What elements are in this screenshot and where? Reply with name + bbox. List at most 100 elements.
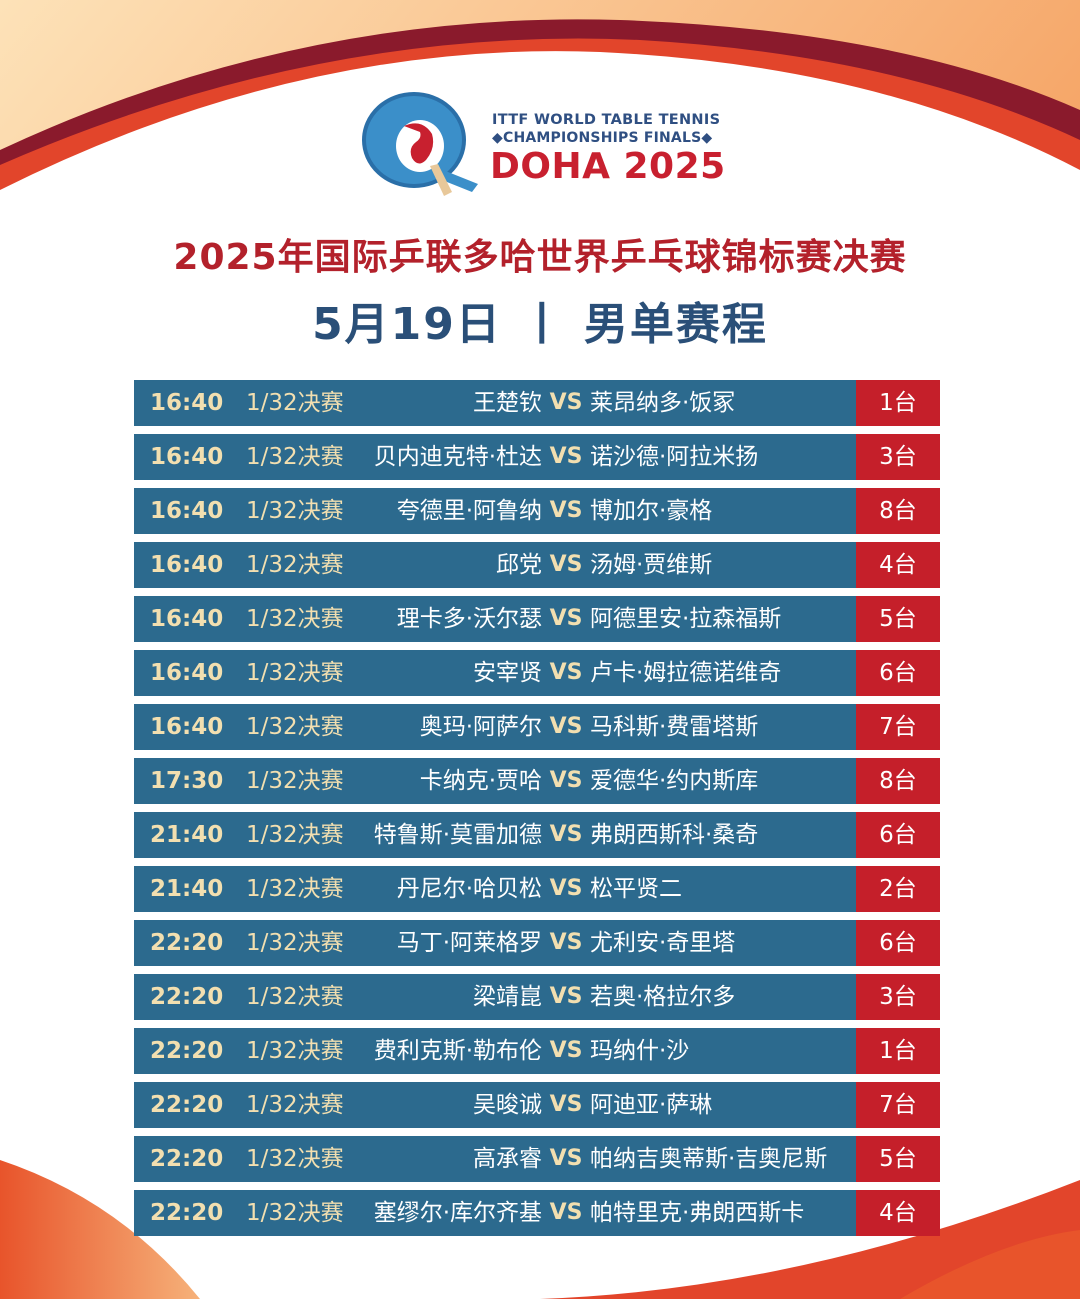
table-number: 1台 <box>856 380 940 426</box>
player-1: 特鲁斯·莫雷加德 <box>373 822 542 848</box>
vs-label: VS <box>549 1200 583 1225</box>
table-number: 8台 <box>856 758 940 804</box>
vs-label: VS <box>549 660 583 685</box>
player-2: 汤姆·贾维斯 <box>590 552 713 578</box>
match-time: 22:20 <box>150 1038 224 1064</box>
match-time: 16:40 <box>150 390 224 416</box>
vs-label: VS <box>549 1038 583 1063</box>
player-2: 弗朗西斯科·桑奇 <box>590 822 759 848</box>
table-number: 5台 <box>856 596 940 642</box>
vs-label: VS <box>549 390 583 415</box>
match-round: 1/32决赛 <box>246 1200 344 1226</box>
ittf-doha-logo: ITTF WORLD TABLE TENNIS ◆CHAMPIONSHIPS F… <box>360 88 730 208</box>
vs-label: VS <box>549 606 583 631</box>
match-round: 1/32决赛 <box>246 444 344 470</box>
vs-label: VS <box>549 984 583 1009</box>
page-title: 2025年国际乒联多哈世界乒乓球锦标赛决赛 <box>173 237 907 278</box>
table-number: 6台 <box>856 920 940 966</box>
match-time: 22:20 <box>150 1146 224 1172</box>
match-time: 17:30 <box>150 768 224 794</box>
match-time: 21:40 <box>150 876 224 902</box>
logo-line-2: ◆CHAMPIONSHIPS FINALS◆ <box>492 130 713 146</box>
player-2: 卢卡·姆拉德诺维奇 <box>590 660 782 686</box>
match-time: 22:20 <box>150 1092 224 1118</box>
schedule-table: 16:40 1/32决赛 王楚钦 VS 莱昂纳多·饭冢 1台 16:40 1/3… <box>134 380 940 1244</box>
ittf-q-logo-icon <box>362 92 478 196</box>
player-2: 博加尔·豪格 <box>590 498 713 524</box>
match-round: 1/32决赛 <box>246 768 344 794</box>
player-1: 夸德里·阿鲁纳 <box>396 498 542 524</box>
match-round: 1/32决赛 <box>246 1092 344 1118</box>
vs-label: VS <box>549 930 583 955</box>
table-number: 5台 <box>856 1136 940 1182</box>
player-2: 爱德华·约内斯库 <box>590 768 759 794</box>
match-round: 1/32决赛 <box>246 822 344 848</box>
vs-label: VS <box>549 552 583 577</box>
player-1: 梁靖崑 <box>473 984 542 1010</box>
player-2: 诺沙德·阿拉米扬 <box>590 444 759 470</box>
match-round: 1/32决赛 <box>246 1146 344 1172</box>
table-row: 16:40 1/32决赛 夸德里·阿鲁纳 VS 博加尔·豪格 8台 <box>134 488 940 534</box>
table-number: 7台 <box>856 704 940 750</box>
player-1: 吴晙诚 <box>473 1092 542 1118</box>
player-2: 马科斯·费雷塔斯 <box>590 714 759 740</box>
table-row: 16:40 1/32决赛 王楚钦 VS 莱昂纳多·饭冢 1台 <box>134 380 940 426</box>
table-row: 17:30 1/32决赛 卡纳克·贾哈 VS 爱德华·约内斯库 8台 <box>134 758 940 804</box>
table-row: 22:20 1/32决赛 马丁·阿莱格罗 VS 尤利安·奇里塔 6台 <box>134 920 940 966</box>
match-time: 22:20 <box>150 930 224 956</box>
match-time: 16:40 <box>150 498 224 524</box>
logo-line-1: ITTF WORLD TABLE TENNIS <box>492 112 721 128</box>
table-number: 4台 <box>856 1190 940 1236</box>
table-row: 21:40 1/32决赛 丹尼尔·哈贝松 VS 松平贤二 2台 <box>134 866 940 912</box>
table-number: 3台 <box>856 974 940 1020</box>
match-time: 16:40 <box>150 714 224 740</box>
vs-label: VS <box>549 876 583 901</box>
player-1: 高承睿 <box>473 1146 542 1172</box>
table-number: 1台 <box>856 1028 940 1074</box>
table-number: 6台 <box>856 812 940 858</box>
table-row: 22:20 1/32决赛 高承睿 VS 帕纳吉奥蒂斯·吉奥尼斯 5台 <box>134 1136 940 1182</box>
match-round: 1/32决赛 <box>246 498 344 524</box>
table-number: 2台 <box>856 866 940 912</box>
match-round: 1/32决赛 <box>246 606 344 632</box>
table-row: 22:20 1/32决赛 梁靖崑 VS 若奥·格拉尔多 3台 <box>134 974 940 1020</box>
table-row: 22:20 1/32决赛 塞缪尔·库尔齐基 VS 帕特里克·弗朗西斯卡 4台 <box>134 1190 940 1236</box>
table-number: 3台 <box>856 434 940 480</box>
table-number: 6台 <box>856 650 940 696</box>
table-number: 8台 <box>856 488 940 534</box>
player-2: 若奥·格拉尔多 <box>590 984 736 1010</box>
player-1: 贝内迪克特·杜达 <box>373 444 542 470</box>
player-1: 王楚钦 <box>473 390 542 416</box>
player-2: 帕特里克·弗朗西斯卡 <box>590 1200 805 1226</box>
player-1: 邱党 <box>496 552 542 578</box>
table-row: 16:40 1/32决赛 邱党 VS 汤姆·贾维斯 4台 <box>134 542 940 588</box>
player-2: 尤利安·奇里塔 <box>590 930 736 956</box>
table-row: 16:40 1/32决赛 理卡多·沃尔瑟 VS 阿德里安·拉森福斯 5台 <box>134 596 940 642</box>
title-separator: 丨 <box>519 299 566 350</box>
date-label: 5月19日 <box>312 299 502 350</box>
match-round: 1/32决赛 <box>246 930 344 956</box>
match-time: 16:40 <box>150 660 224 686</box>
table-row: 16:40 1/32决赛 安宰贤 VS 卢卡·姆拉德诺维奇 6台 <box>134 650 940 696</box>
table-row: 22:20 1/32决赛 费利克斯·勒布伦 VS 玛纳什·沙 1台 <box>134 1028 940 1074</box>
match-time: 16:40 <box>150 552 224 578</box>
vs-label: VS <box>549 822 583 847</box>
match-round: 1/32决赛 <box>246 876 344 902</box>
match-round: 1/32决赛 <box>246 984 344 1010</box>
vs-label: VS <box>549 444 583 469</box>
player-2: 玛纳什·沙 <box>590 1038 690 1064</box>
player-1: 安宰贤 <box>473 660 542 686</box>
vs-label: VS <box>549 714 583 739</box>
table-row: 21:40 1/32决赛 特鲁斯·莫雷加德 VS 弗朗西斯科·桑奇 6台 <box>134 812 940 858</box>
event-label: 男单赛程 <box>583 299 768 350</box>
player-1: 马丁·阿莱格罗 <box>396 930 542 956</box>
player-1: 理卡多·沃尔瑟 <box>396 606 542 632</box>
match-round: 1/32决赛 <box>246 552 344 578</box>
player-1: 费利克斯·勒布伦 <box>373 1038 542 1064</box>
table-row: 16:40 1/32决赛 奥玛·阿萨尔 VS 马科斯·费雷塔斯 7台 <box>134 704 940 750</box>
match-round: 1/32决赛 <box>246 714 344 740</box>
player-2: 阿迪亚·萨琳 <box>590 1092 713 1118</box>
match-round: 1/32决赛 <box>246 390 344 416</box>
match-time: 22:20 <box>150 984 224 1010</box>
table-row: 22:20 1/32决赛 吴晙诚 VS 阿迪亚·萨琳 7台 <box>134 1082 940 1128</box>
